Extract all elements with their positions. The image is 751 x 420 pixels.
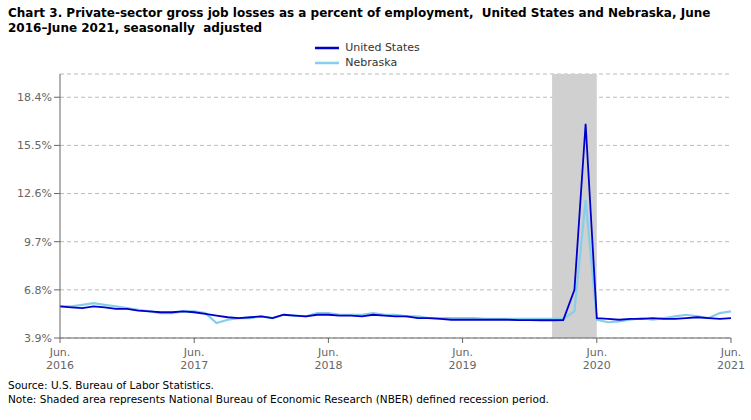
svg-text:Jun.2019: Jun.2019: [449, 346, 477, 372]
svg-text:18.4%: 18.4%: [17, 91, 52, 104]
html-text:Nebraska: Nebraska: [345, 56, 398, 69]
svg-text:9.7%: 9.7%: [24, 236, 52, 249]
html-text:Chart 3. Private-sector gross: Chart 3. Private-sector gross job losses…: [8, 6, 715, 35]
html-text:Note: Shaded area represents N: Note: Shaded area represents National Bu…: [8, 393, 549, 405]
svg-text:6.8%: 6.8%: [24, 284, 52, 297]
html-text:United States: United States: [345, 41, 420, 54]
svg-text:3.9%: 3.9%: [24, 332, 52, 345]
svg-text:12.6%: 12.6%: [17, 187, 52, 200]
svg-text:Jun.2016: Jun.2016: [46, 346, 74, 372]
html-text:Source: U.S. Bureau of Labor S: Source: U.S. Bureau of Labor Statistics.: [8, 379, 214, 391]
svg-text:15.5%: 15.5%: [17, 139, 52, 152]
svg-text:Jun.2017: Jun.2017: [180, 346, 208, 372]
svg-text:Jun.2020: Jun.2020: [583, 346, 611, 372]
svg-text:Jun.2018: Jun.2018: [314, 346, 342, 372]
svg-text:Jun.2021: Jun.2021: [717, 346, 743, 372]
